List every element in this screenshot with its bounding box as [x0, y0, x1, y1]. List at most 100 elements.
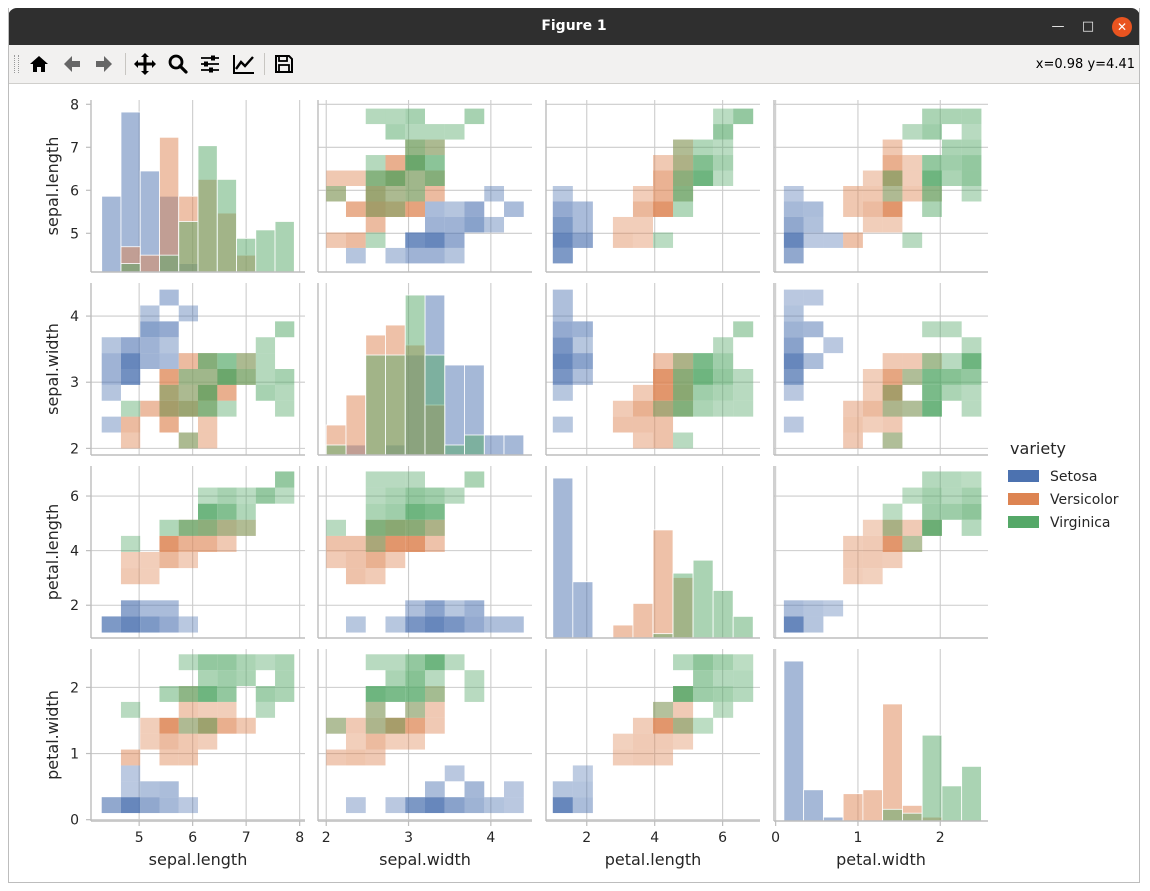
hist2d-cell-versicolor	[159, 749, 179, 766]
hist2d-cell-versicolor	[632, 717, 653, 734]
hist-bar-setosa	[101, 195, 122, 273]
hist2d-cell-virginica	[713, 400, 734, 417]
hist2d-cell-setosa	[464, 216, 485, 233]
save-icon[interactable]	[270, 50, 298, 78]
maximize-icon[interactable]: □	[1081, 19, 1095, 34]
hist2d-cell-setosa	[140, 797, 160, 814]
y-tick-label: 1	[70, 747, 79, 763]
hist2d-cell-versicolor	[653, 749, 674, 766]
hist2d-cell-setosa	[101, 797, 121, 814]
hist2d-cell-versicolor	[236, 717, 256, 734]
hist2d-cell-versicolor	[365, 568, 386, 585]
hist2d-cell-setosa	[484, 186, 505, 202]
hist2d-cell-virginica	[733, 686, 754, 702]
configure-subplots-icon[interactable]	[196, 50, 224, 78]
hist2d-cell-versicolor	[365, 552, 386, 569]
hist2d-cell-setosa	[552, 353, 573, 369]
back-icon[interactable]	[58, 50, 86, 78]
hist-bar-versicolor	[139, 254, 160, 273]
hist2d-cell-virginica	[425, 654, 445, 671]
hist2d-cell-versicolor	[673, 717, 694, 734]
hist2d-cell-setosa	[803, 289, 824, 306]
hist2d-cell-setosa	[504, 201, 524, 217]
hist2d-cell-setosa	[101, 337, 121, 354]
home-icon[interactable]	[25, 50, 53, 78]
forward-icon[interactable]	[90, 50, 118, 78]
hist2d-cell-virginica	[425, 519, 445, 536]
hist2d-cell-setosa	[101, 616, 121, 633]
hist2d-cell-versicolor	[345, 170, 366, 186]
toolbar-separator	[125, 53, 126, 75]
hist2d-cell-virginica	[198, 369, 218, 385]
hist2d-cell-virginica	[673, 170, 694, 186]
hist2d-cell-versicolor	[882, 186, 903, 202]
hist2d-cell-virginica	[961, 369, 982, 385]
hist2d-cell-versicolor	[405, 535, 425, 552]
hist2d-cell-virginica	[365, 535, 386, 552]
pan-icon[interactable]	[131, 50, 159, 78]
hist2d-cell-versicolor	[385, 552, 406, 569]
hist2d-cell-virginica	[902, 535, 923, 552]
hist2d-cell-virginica	[405, 108, 425, 125]
hist-bar-virginica	[941, 785, 963, 822]
hist2d-cell-virginica	[365, 487, 386, 504]
hist2d-cell-virginica	[961, 503, 982, 520]
hist2d-cell-versicolor	[178, 535, 198, 552]
hist2d-cell-versicolor	[365, 701, 386, 718]
hist2d-cell-versicolor	[345, 733, 366, 750]
hist2d-cell-versicolor	[902, 186, 923, 202]
figure-canvas[interactable]: 5 6 7 8 sepal.length 2 3 4 sepal.width 2 4 6 petal.l…	[8, 84, 1140, 884]
hist2d-cell-versicolor	[882, 400, 903, 417]
hist2d-cell-virginica	[236, 519, 256, 536]
hist2d-cell-setosa	[572, 337, 593, 354]
hist2d-cell-virginica	[713, 686, 734, 702]
zoom-icon[interactable]	[164, 50, 192, 78]
hist2d-cell-virginica	[198, 686, 218, 702]
hist2d-cell-virginica	[405, 139, 425, 156]
hist2d-cell-versicolor	[882, 353, 903, 369]
hist-bar-virginica	[464, 434, 485, 456]
toolbar-grip[interactable]	[14, 55, 19, 73]
hist2d-cell-setosa	[425, 616, 445, 633]
hist2d-cell-virginica	[365, 519, 386, 536]
hist2d-cell-virginica	[217, 400, 237, 417]
y-tick-label: 4	[70, 309, 79, 325]
hist2d-cell-virginica	[275, 471, 295, 488]
hist2d-cell-versicolor	[425, 535, 445, 552]
hist2d-cell-virginica	[217, 353, 237, 369]
hist2d-cell-versicolor	[612, 400, 633, 417]
hist2d-cell-versicolor	[632, 201, 653, 217]
minimize-icon[interactable]: —	[1051, 19, 1065, 34]
hist2d-cell-virginica	[961, 186, 982, 202]
hist2d-cell-setosa	[823, 337, 844, 354]
hist2d-cell-virginica	[653, 232, 674, 248]
y-axis-label: petal.length	[43, 504, 62, 601]
hist2d-cell-setosa	[552, 216, 573, 233]
hist2d-cell-virginica	[365, 654, 386, 671]
hist2d-cell-versicolor	[882, 432, 903, 449]
hist2d-cell-versicolor	[425, 717, 445, 734]
hist2d-cell-setosa	[504, 797, 524, 814]
hist2d-cell-virginica	[385, 170, 406, 186]
hist2d-cell-versicolor	[236, 353, 256, 369]
edit-axis-icon[interactable]	[230, 50, 258, 78]
hist2d-cell-virginica	[713, 124, 734, 140]
hist2d-cell-setosa	[159, 321, 179, 338]
close-icon[interactable]: ✕	[1112, 17, 1132, 37]
hist2d-cell-versicolor	[862, 201, 883, 217]
toolbar-separator	[264, 53, 265, 75]
hist2d-cell-versicolor	[140, 568, 160, 585]
hist2d-cell-setosa	[552, 186, 573, 202]
hist2d-cell-versicolor	[159, 733, 179, 750]
hist2d-cell-virginica	[922, 369, 942, 385]
hist2d-cell-virginica	[673, 353, 694, 369]
hist2d-cell-versicolor	[612, 416, 633, 433]
hist2d-cell-versicolor	[178, 701, 198, 718]
hist2d-cell-setosa	[345, 247, 366, 264]
hist2d-cell-setosa	[120, 369, 141, 385]
hist2d-cell-virginica	[385, 519, 406, 536]
y-tick-label: 3	[70, 375, 79, 391]
hist2d-cell-setosa	[444, 232, 465, 248]
hist2d-cell-versicolor	[843, 535, 863, 552]
hist2d-cell-virginica	[365, 232, 386, 248]
